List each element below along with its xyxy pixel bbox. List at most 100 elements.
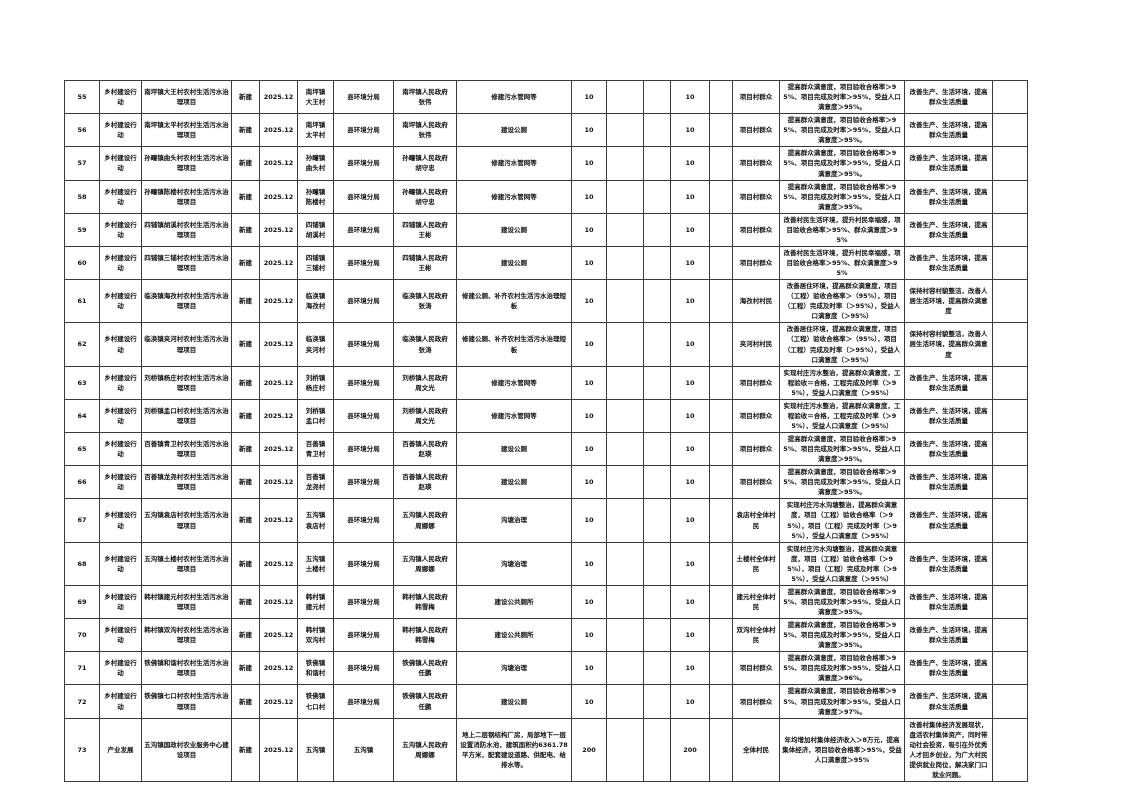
cell-category: 乡村建设行动: [99, 245, 142, 281]
cell-project-name: 南坪镇太平村农村生活污水治理项目: [141, 113, 232, 148]
cell-empty-12: [643, 398, 671, 434]
table-row: 64 乡村建设行动 刘桥镇孟口村农村生活污水治理项目 新建 2025.12 刘桥…: [64, 398, 1028, 434]
cell-construction-content: 建设公厕: [456, 113, 572, 148]
cell-responsible-unit: 铁佛镇人民政府 任鹏: [393, 651, 457, 686]
cell-sequence-number: 59: [64, 212, 100, 247]
cell-expected-effect: 改善生产、生活环境，提高群众生活质量: [904, 212, 993, 247]
cell-expected-effect: 改善生产、生活环境，提高群众生活质量: [904, 146, 993, 181]
cell-sequence-number: 60: [64, 245, 100, 281]
cell-construction-content: 沟塘治理: [456, 541, 572, 586]
cell-beneficiary: 项目村群众: [732, 79, 780, 115]
cell-empty-14: [709, 584, 733, 620]
cell-empty-12: [643, 113, 671, 148]
cell-empty-12: [643, 498, 671, 543]
cell-supervising-department: 县环境分局: [333, 279, 394, 324]
cell-responsible-unit: 百善镇人民政府 赵瑛: [393, 431, 457, 467]
cell-location: 四铺镇 胡溪村: [297, 212, 334, 247]
cell-supervising-department: 县环境分局: [333, 212, 394, 247]
cell-remark: [992, 179, 1028, 214]
table-row: 55 乡村建设行动 南坪镇大王村农村生活污水治理项目 新建 2025.12 南坪…: [64, 79, 1028, 115]
cell-completion-date: 2025.12: [259, 717, 298, 783]
cell-location: 临涣镇 海孜村: [297, 279, 334, 324]
cell-performance-target: 提高群众满意度，项目验收合格率＞95%、项目完成及时率＞95%，受益人口满意度＞…: [779, 465, 905, 500]
cell-sequence-number: 73: [64, 717, 100, 783]
cell-construction-content: 沟塘治理: [456, 498, 572, 543]
cell-remark: [992, 618, 1028, 653]
cell-build-type: 新建: [231, 146, 260, 181]
cell-category: 乡村建设行动: [99, 113, 142, 148]
cell-empty-14: [709, 113, 733, 148]
cell-empty-14: [709, 684, 733, 719]
cell-empty-14: [709, 398, 733, 434]
cell-performance-target: 提高群众满意度，项目验收合格率＞95%、项目完成及时率＞95%，受益人口满意度＞…: [779, 79, 905, 115]
cell-supervising-department: 县环境分局: [333, 651, 394, 686]
cell-project-name: 孙疃镇陈楼村农村生活污水治理项目: [141, 179, 232, 214]
cell-construction-content: 建设公厕: [456, 212, 572, 247]
cell-completion-date: 2025.12: [259, 279, 298, 324]
cell-build-type: 新建: [231, 365, 260, 400]
cell-sequence-number: 57: [64, 146, 100, 181]
table-row: 62 乡村建设行动 临涣镇夹河村农村生活污水治理项目 新建 2025.12 临涣…: [64, 322, 1028, 367]
cell-category: 乡村建设行动: [99, 684, 142, 719]
cell-category: 乡村建设行动: [99, 431, 142, 467]
cell-empty-12: [643, 179, 671, 214]
cell-location: 孙疃镇 曲头村: [297, 146, 334, 181]
cell-annual-investment: 10: [670, 541, 710, 586]
table-row: 68 乡村建设行动 五沟镇土楼村农村生活污水治理项目 新建 2025.12 五沟…: [64, 541, 1028, 586]
cell-supervising-department: 县环境分局: [333, 684, 394, 719]
cell-project-name: 百善镇龙尧村农村生活污水治理项目: [141, 465, 232, 500]
cell-remark: [992, 541, 1028, 586]
cell-empty-14: [709, 541, 733, 586]
cell-expected-effect: 保持村容村貌整洁，改善人居生活环境，提高群众满意度: [904, 322, 993, 367]
cell-responsible-unit: 孙疃镇人民政府 胡守忠: [393, 146, 457, 181]
cell-sequence-number: 62: [64, 322, 100, 367]
cell-location: 南坪镇 大王村: [297, 79, 334, 115]
cell-performance-target: 实现村庄污水整治，提高群众满意度，工程验收＝合格，工程完成及时率（＞95%），受…: [779, 398, 905, 434]
cell-expected-effect: 改善生产、生活环境，提高群众生活质量: [904, 113, 993, 148]
cell-project-name: 四铺镇胡溪村农村生活污水治理项目: [141, 212, 232, 247]
cell-construction-content: 修建公厕、补齐农村生活污水治理短板: [456, 279, 572, 324]
cell-sequence-number: 58: [64, 179, 100, 214]
cell-annual-investment: 10: [670, 584, 710, 620]
cell-empty-14: [709, 322, 733, 367]
cell-project-name: 韩村镇建元村农村生活污水治理项目: [141, 584, 232, 620]
cell-sequence-number: 63: [64, 365, 100, 400]
cell-location: 四铺镇 三铺村: [297, 245, 334, 281]
cell-empty-14: [709, 498, 733, 543]
cell-remark: [992, 113, 1028, 148]
cell-sequence-number: 67: [64, 498, 100, 543]
cell-supervising-department: 县环境分局: [333, 365, 394, 400]
cell-project-name: 南坪镇大王村农村生活污水治理项目: [141, 79, 232, 115]
cell-expected-effect: 改善生产、生活环境，提高群众生活质量: [904, 245, 993, 281]
cell-completion-date: 2025.12: [259, 212, 298, 247]
cell-location: 刘桥镇 杨庄村: [297, 365, 334, 400]
cell-expected-effect: 改善村集体经济发展现状，盘活农村集体资产，同时带动社会投资，吸引在外优秀人才回乡…: [904, 717, 993, 783]
cell-empty-14: [709, 146, 733, 181]
cell-empty-12: [643, 541, 671, 586]
cell-total-investment: 10: [571, 398, 607, 434]
cell-completion-date: 2025.12: [259, 651, 298, 686]
cell-construction-content: 修建污水管网等: [456, 398, 572, 434]
cell-empty-14: [709, 79, 733, 115]
cell-completion-date: 2025.12: [259, 179, 298, 214]
cell-remark: [992, 651, 1028, 686]
cell-sequence-number: 72: [64, 684, 100, 719]
cell-annual-investment: 10: [670, 212, 710, 247]
cell-empty-14: [709, 717, 733, 783]
cell-remark: [992, 398, 1028, 434]
table-row: 69 乡村建设行动 韩村镇建元村农村生活污水治理项目 新建 2025.12 韩村…: [64, 584, 1028, 620]
cell-sequence-number: 61: [64, 279, 100, 324]
cell-responsible-unit: 五沟镇人民政府 周娜娜: [393, 498, 457, 543]
cell-expected-effect: 改善生产、生活环境，提高群众生活质量: [904, 584, 993, 620]
cell-performance-target: 提高群众满意度，项目验收合格率＞95%、项目完成及时率＞95%，受益人口满意度＞…: [779, 618, 905, 653]
cell-expected-effect: 改善生产、生活环境，提高群众生活质量: [904, 465, 993, 500]
cell-category: 乡村建设行动: [99, 279, 142, 324]
cell-category: 乡村建设行动: [99, 146, 142, 181]
cell-category: 产业发展: [99, 717, 142, 783]
cell-beneficiary: 项目村群众: [732, 146, 780, 181]
cell-beneficiary: 项目村群众: [732, 431, 780, 467]
cell-empty-12: [643, 245, 671, 281]
cell-annual-investment: 10: [670, 279, 710, 324]
cell-location: 铁佛镇 和谐村: [297, 651, 334, 686]
cell-construction-content: 地上二层钢结构厂房，局部地下一层设置消防水池，建筑面积约6361.78平方米，配…: [456, 717, 572, 783]
